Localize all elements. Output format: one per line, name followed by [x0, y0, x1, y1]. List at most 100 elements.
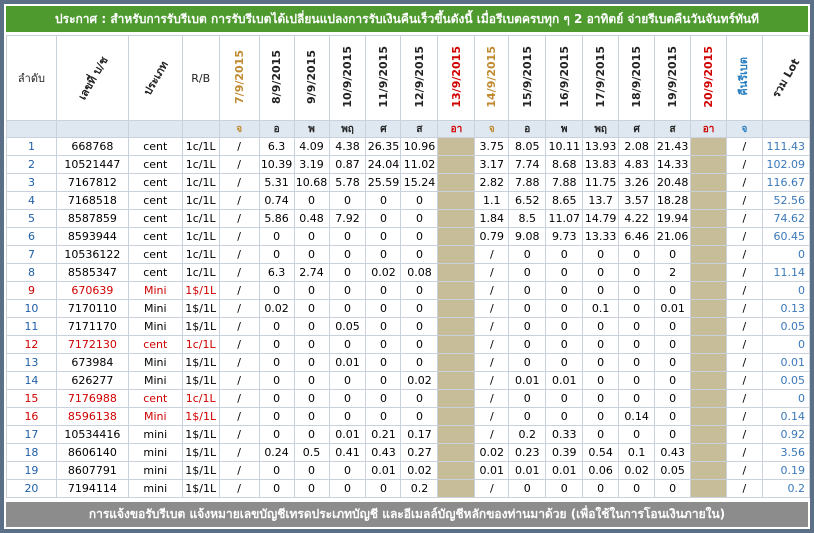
holiday-cell	[437, 371, 476, 390]
cell: 5.86	[258, 209, 295, 228]
cell: 4.83	[618, 155, 656, 174]
cell: 0.01	[508, 461, 547, 480]
cell: 0.2	[508, 425, 547, 444]
cell: 0.23	[508, 443, 547, 462]
cell: /	[474, 317, 510, 336]
cell: 7176988	[55, 389, 129, 408]
cell: 0	[508, 281, 547, 300]
day-cell: อา	[690, 120, 727, 138]
cell: 10.39	[258, 155, 295, 174]
holiday-cell	[437, 173, 476, 192]
cell: 9.08	[508, 227, 547, 246]
cell: 0	[258, 335, 295, 354]
column-label: 8/9/2015	[270, 49, 284, 104]
holiday-cell	[690, 353, 727, 372]
cell: 0	[293, 245, 330, 264]
cell: 5.31	[258, 173, 295, 192]
cell: 8587859	[55, 209, 129, 228]
column-header: 9/9/2015	[293, 35, 330, 121]
column-header: 15/9/2015	[508, 35, 547, 121]
cell: 0	[365, 479, 402, 498]
cell: /	[474, 299, 510, 318]
column-header: เลขที่ บ/ช	[55, 35, 129, 121]
cell: 0	[508, 335, 547, 354]
cell: 0	[654, 335, 692, 354]
data-row: 3 7167812 cent 1c/1L/5.31 10.68 5.78 25.59 15.2…	[6, 173, 811, 192]
cell: 0	[365, 389, 402, 408]
cell: 0.08	[400, 263, 439, 282]
cell: 0	[618, 353, 656, 372]
cell: 0	[400, 299, 439, 318]
cell: /	[725, 263, 763, 282]
cell: /	[725, 137, 763, 156]
cell: 0	[400, 209, 439, 228]
cell: 13.33	[582, 227, 620, 246]
cell: 0	[293, 461, 330, 480]
cell: 0	[365, 407, 402, 426]
holiday-cell	[437, 461, 476, 480]
cell: 1c/1L	[181, 263, 220, 282]
cell: /	[218, 317, 260, 336]
day-cell: จ	[725, 120, 763, 138]
cell: 0	[545, 281, 584, 300]
cell: 6.3	[258, 137, 295, 156]
column-header: 10/9/2015	[328, 35, 367, 121]
cell: /	[218, 245, 260, 264]
cell: 74.62	[761, 209, 811, 228]
cell: 10.11	[545, 137, 584, 156]
cell: 0.01	[545, 371, 584, 390]
cell: 673984	[55, 353, 129, 372]
cell: 0	[654, 281, 692, 300]
column-header: 17/9/2015	[582, 35, 620, 121]
cell: 0	[328, 227, 367, 246]
cell: 21.43	[654, 137, 692, 156]
cell: 10.68	[293, 173, 330, 192]
holiday-cell	[437, 479, 476, 498]
column-label: ประเภท	[140, 58, 171, 98]
cell: 3.56	[761, 443, 811, 462]
cell: 0.02	[365, 263, 402, 282]
cell: 670639	[55, 281, 129, 300]
holiday-cell	[690, 389, 727, 408]
day-cell: ศ	[365, 120, 402, 138]
column-label: 9/9/2015	[305, 49, 319, 104]
cell: 7167812	[55, 173, 129, 192]
cell: 3.26	[618, 173, 656, 192]
cell: cent	[127, 335, 183, 354]
cell: 5.78	[328, 173, 367, 192]
cell: 0.01	[328, 353, 367, 372]
cell: 0	[654, 425, 692, 444]
column-header: รวม Lot	[761, 35, 811, 121]
cell: /	[725, 335, 763, 354]
cell: 1c/1L	[181, 335, 220, 354]
holiday-cell	[690, 209, 727, 228]
column-header: 18/9/2015	[618, 35, 656, 121]
cell: /	[218, 263, 260, 282]
cell: 0	[618, 263, 656, 282]
cell: /	[218, 407, 260, 426]
column-label: 19/9/2015	[666, 45, 680, 108]
cell: 21.06	[654, 227, 692, 246]
cell: 1$/1L	[181, 353, 220, 372]
cell: 0	[582, 389, 620, 408]
cell: /	[218, 137, 260, 156]
cell: 0	[761, 389, 811, 408]
cell: 116.67	[761, 173, 811, 192]
holiday-cell	[437, 191, 476, 210]
cell: Mini	[127, 407, 183, 426]
data-row: 20 7194114 mini 1$/1L/0 0 0 0 0.2/0 0 0 0 0/0.2	[6, 479, 811, 498]
cell: 0	[293, 335, 330, 354]
cell: 8607791	[55, 461, 129, 480]
cell: 2.74	[293, 263, 330, 282]
cell: 0.1	[618, 443, 656, 462]
cell: 0	[654, 407, 692, 426]
cell: 3.57	[618, 191, 656, 210]
cell: /	[218, 335, 260, 354]
cell: /	[725, 389, 763, 408]
holiday-cell	[437, 137, 476, 156]
cell: 0	[258, 353, 295, 372]
cell: 0	[508, 299, 547, 318]
cell: 4.38	[328, 137, 367, 156]
cell: 0	[365, 209, 402, 228]
cell: 0	[328, 371, 367, 390]
